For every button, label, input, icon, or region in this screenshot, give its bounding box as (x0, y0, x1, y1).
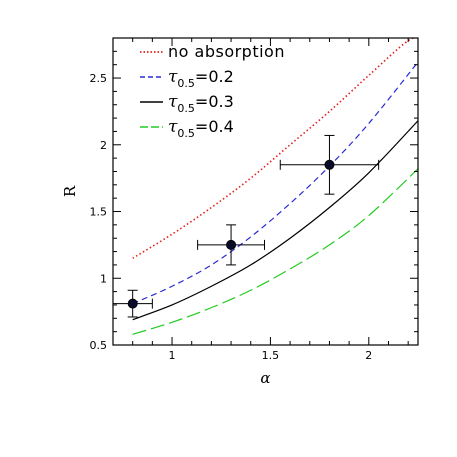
x-tick-label: 1 (169, 349, 176, 362)
series-line-4 (132, 168, 418, 335)
legend-label-2: τ0.5=0.2 (168, 67, 234, 90)
data-point-marker (226, 239, 237, 250)
y-tick-label: 2 (100, 139, 107, 152)
legend-label-value: =0.4 (195, 117, 234, 136)
legend-label-4: τ0.5=0.4 (168, 117, 234, 140)
legend-label-symbol: τ (168, 117, 178, 137)
y-axis-label: R (61, 185, 79, 197)
data-point-marker (127, 298, 138, 309)
legend-label-3: τ0.5=0.3 (168, 92, 234, 115)
y-tick-label: 1 (100, 272, 107, 285)
plot-frame (112, 37, 419, 346)
legend-label-subscript: 0.5 (177, 102, 195, 115)
data-points-group (112, 134, 380, 318)
x-axis-label: α (260, 369, 270, 387)
series-line-2 (132, 61, 418, 305)
data-point-1 (112, 289, 153, 318)
legend-label-symbol: τ (168, 67, 178, 87)
x-tick-label: 1.5 (262, 349, 280, 362)
y-tick-label: 1.5 (90, 206, 108, 219)
legend-label-1: no absorption (168, 42, 285, 61)
series-line-3 (132, 120, 418, 321)
y-tick-label: 2.5 (90, 72, 108, 85)
legend-label-subscript: 0.5 (177, 127, 195, 140)
legend-label-value: =0.3 (195, 92, 234, 111)
ticks-group: 1 1.5 2 0.5 1 1.5 2 2.5 (90, 37, 418, 362)
x-tick-label: 2 (365, 349, 372, 362)
data-point-marker (324, 159, 335, 170)
y-tick-label: 0.5 (90, 339, 108, 352)
legend-label-symbol: τ (168, 92, 178, 112)
curves-group (132, 38, 418, 335)
data-point-3 (279, 134, 380, 195)
data-point-2 (197, 224, 266, 266)
legend-label-subscript: 0.5 (177, 77, 195, 90)
legend-label-value: =0.2 (195, 67, 234, 86)
